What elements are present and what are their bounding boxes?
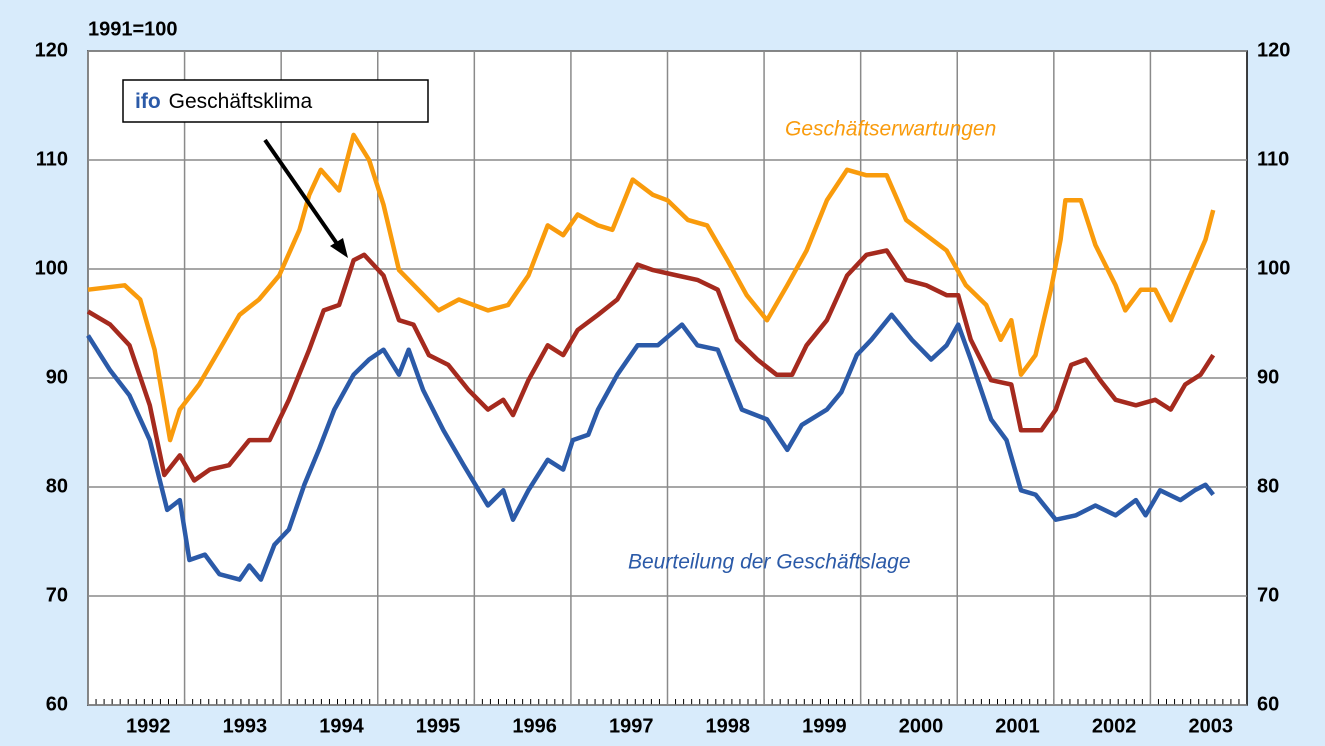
series-line bbox=[86, 248, 1216, 483]
brand: ifo bbox=[135, 90, 161, 113]
series-label: Beurteilung der Geschäftslage bbox=[628, 551, 911, 574]
x-tick-label: 1996 bbox=[512, 715, 557, 737]
x-tick-label: 1992 bbox=[126, 715, 171, 737]
annotation-box-text: ifo Geschäftsklima bbox=[135, 90, 313, 113]
x-tick-label: 2000 bbox=[899, 715, 944, 737]
y-tick-label: 90 bbox=[46, 366, 68, 388]
x-tick-label: 1999 bbox=[802, 715, 847, 737]
x-tick-label: 2003 bbox=[1188, 715, 1233, 737]
annotation-box bbox=[122, 79, 429, 123]
x-tick-label: 1994 bbox=[319, 715, 364, 737]
series-label: Geschäftsklima bbox=[169, 90, 313, 113]
y2-tick-label: 120 bbox=[1257, 39, 1290, 61]
y2-tick-label: 70 bbox=[1257, 584, 1279, 606]
y-tick-label: 80 bbox=[46, 475, 68, 497]
x-tick-label: 1995 bbox=[416, 715, 461, 737]
arrow bbox=[263, 138, 342, 250]
y-tick-label: 70 bbox=[46, 584, 68, 606]
y-tick-label: 60 bbox=[46, 693, 68, 715]
y2-tick-label: 110 bbox=[1257, 148, 1289, 170]
y2-tick-label: 80 bbox=[1257, 475, 1279, 497]
x-tick-label: 1997 bbox=[609, 715, 654, 737]
y2-tick-label: 60 bbox=[1257, 693, 1279, 715]
series-line bbox=[86, 312, 1215, 582]
x-tick-label: 2001 bbox=[995, 715, 1040, 737]
chart-title: 1991=100 bbox=[88, 18, 178, 40]
y-tick-label: 120 bbox=[35, 39, 68, 61]
y2-tick-label: 90 bbox=[1257, 366, 1279, 388]
lines bbox=[86, 132, 1216, 582]
series-label: Geschäftserwartungen bbox=[785, 118, 996, 141]
x-tick-label: 1998 bbox=[706, 715, 751, 737]
series-line bbox=[87, 132, 1216, 443]
y2-tick-label: 100 bbox=[1257, 257, 1290, 279]
x-tick-label: 2002 bbox=[1092, 715, 1137, 737]
x-tick-label: 1993 bbox=[223, 715, 268, 737]
y-tick-label: 100 bbox=[35, 257, 68, 279]
arrow-head bbox=[330, 238, 348, 258]
y-tick-label: 110 bbox=[36, 148, 68, 170]
